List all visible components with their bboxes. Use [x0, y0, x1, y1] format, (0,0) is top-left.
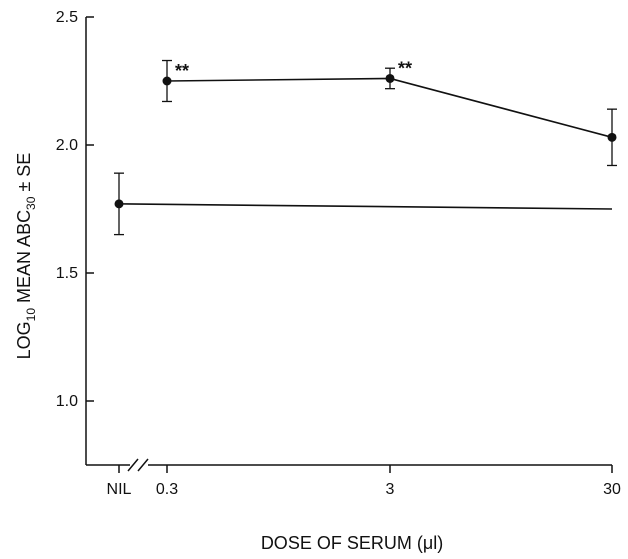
- x-tick-label: NIL: [107, 481, 132, 498]
- x-axis-title: DOSE OF SERUM (μl): [261, 533, 443, 553]
- data-point: [114, 199, 124, 209]
- y-tick-label: 2.0: [56, 137, 78, 154]
- data-point: [607, 132, 617, 142]
- series: ** **: [114, 58, 617, 236]
- y-tick-label: 1.0: [56, 393, 78, 410]
- x-tick-label: 30: [603, 481, 621, 498]
- x-ticks: NIL 0.3 3 30: [107, 465, 621, 498]
- x-tick-label: 3: [386, 481, 395, 498]
- y-tick-label: 2.5: [56, 9, 78, 26]
- data-point: [162, 76, 172, 86]
- axes: [85, 17, 612, 472]
- x-tick-label: 0.3: [156, 481, 178, 498]
- significance-label: **: [398, 58, 412, 78]
- x-axis-break: [127, 458, 149, 472]
- significance-label: **: [175, 61, 189, 81]
- y-axis-title: LOG10 MEAN ABC30 ± SE: [14, 153, 38, 360]
- data-point: [385, 73, 395, 83]
- control-line: [118, 203, 613, 210]
- y-ticks: 1.0 1.5 2.0 2.5: [56, 9, 94, 410]
- y-tick-label: 1.5: [56, 265, 78, 282]
